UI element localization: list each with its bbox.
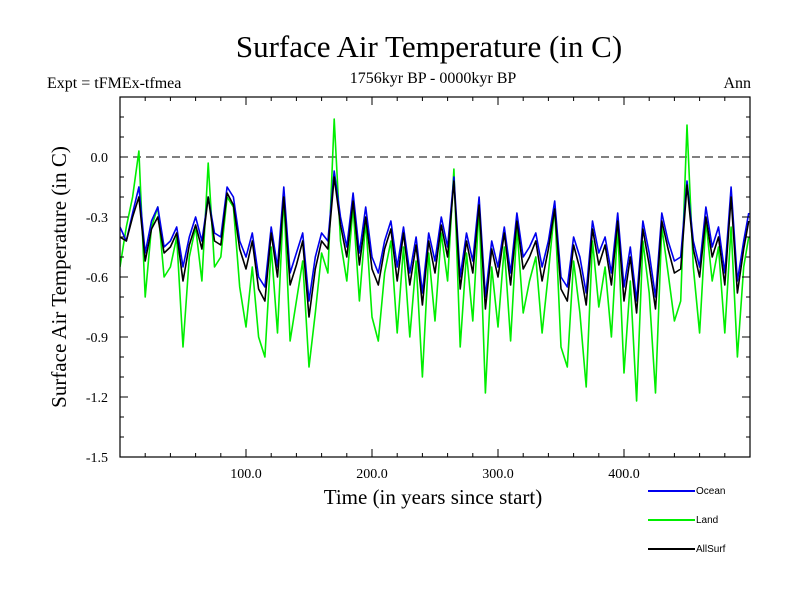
legend-label-ocean: Ocean (696, 486, 725, 497)
y-tick-label: -0.3 (86, 211, 108, 226)
series-line-land (120, 118, 750, 402)
legend-label-allsurf: AllSurf (696, 544, 726, 555)
experiment-label: Expt = tFMEx-tfmea (47, 75, 181, 92)
x-tick-label: 200.0 (356, 467, 388, 482)
x-tick-label: 300.0 (482, 467, 514, 482)
y-tick-label: -0.6 (86, 271, 108, 286)
chart-title: Surface Air Temperature (in C) (236, 29, 622, 64)
legend-label-land: Land (696, 515, 718, 526)
plot-area (120, 118, 750, 402)
time-range-label: 1756kyr BP - 0000kyr BP (350, 70, 517, 87)
y-tick-label: -0.9 (86, 331, 108, 346)
y-tick-label: 0.0 (91, 151, 109, 166)
series-line-allsurf (120, 176, 750, 318)
season-label: Ann (723, 75, 751, 92)
series-line-ocean (120, 170, 750, 302)
x-tick-label: 400.0 (608, 467, 640, 482)
x-axis: 100.0 200.0 300.0 400.0 (144, 97, 726, 482)
y-axis-label: Surface Air Temperature (in C) (47, 146, 71, 408)
x-tick-label: 100.0 (230, 467, 262, 482)
x-axis-label: Time (in years since start) (324, 485, 543, 509)
y-axis: 0.0 -0.3 -0.6 -0.9 -1.2 -1.5 (86, 96, 750, 466)
y-tick-label: -1.5 (86, 451, 108, 466)
y-tick-label: -1.2 (86, 391, 108, 406)
legend: Ocean Land AllSurf (648, 486, 726, 555)
